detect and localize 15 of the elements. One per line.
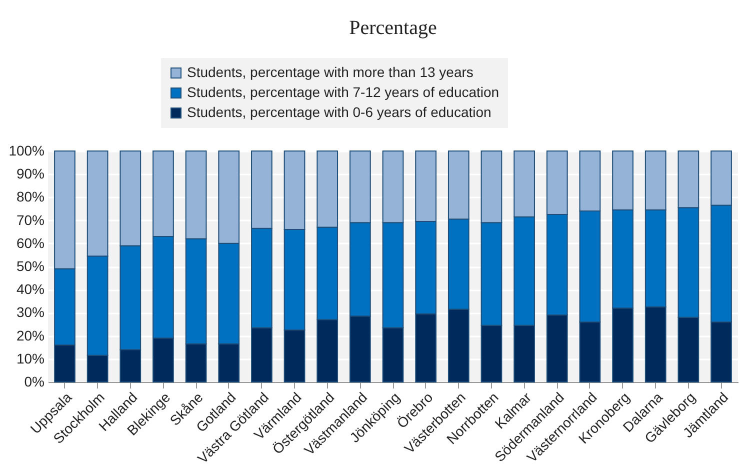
y-tick-label: 10% <box>16 350 44 366</box>
legend-label: Students, percentage with 0-6 years of education <box>187 104 492 120</box>
legend-label: Students, percentage with more than 13 years <box>187 64 474 80</box>
y-tick-label: 70% <box>16 212 44 228</box>
legend-label: Students, percentage with 7-12 years of education <box>187 84 500 100</box>
y-tick-label: 60% <box>16 234 44 251</box>
y-tick-label: 30% <box>16 304 44 320</box>
y-tick-label: 100% <box>8 142 44 158</box>
y-tick-label: 20% <box>16 327 44 344</box>
y-tick-label: 50% <box>16 258 44 274</box>
y-tick-label: 0% <box>24 374 44 390</box>
y-tick-label: 40% <box>16 281 44 298</box>
y-tick-label: 90% <box>16 166 44 182</box>
y-tick-label: 80% <box>16 188 44 205</box>
chart-title: Percentage <box>349 17 437 39</box>
